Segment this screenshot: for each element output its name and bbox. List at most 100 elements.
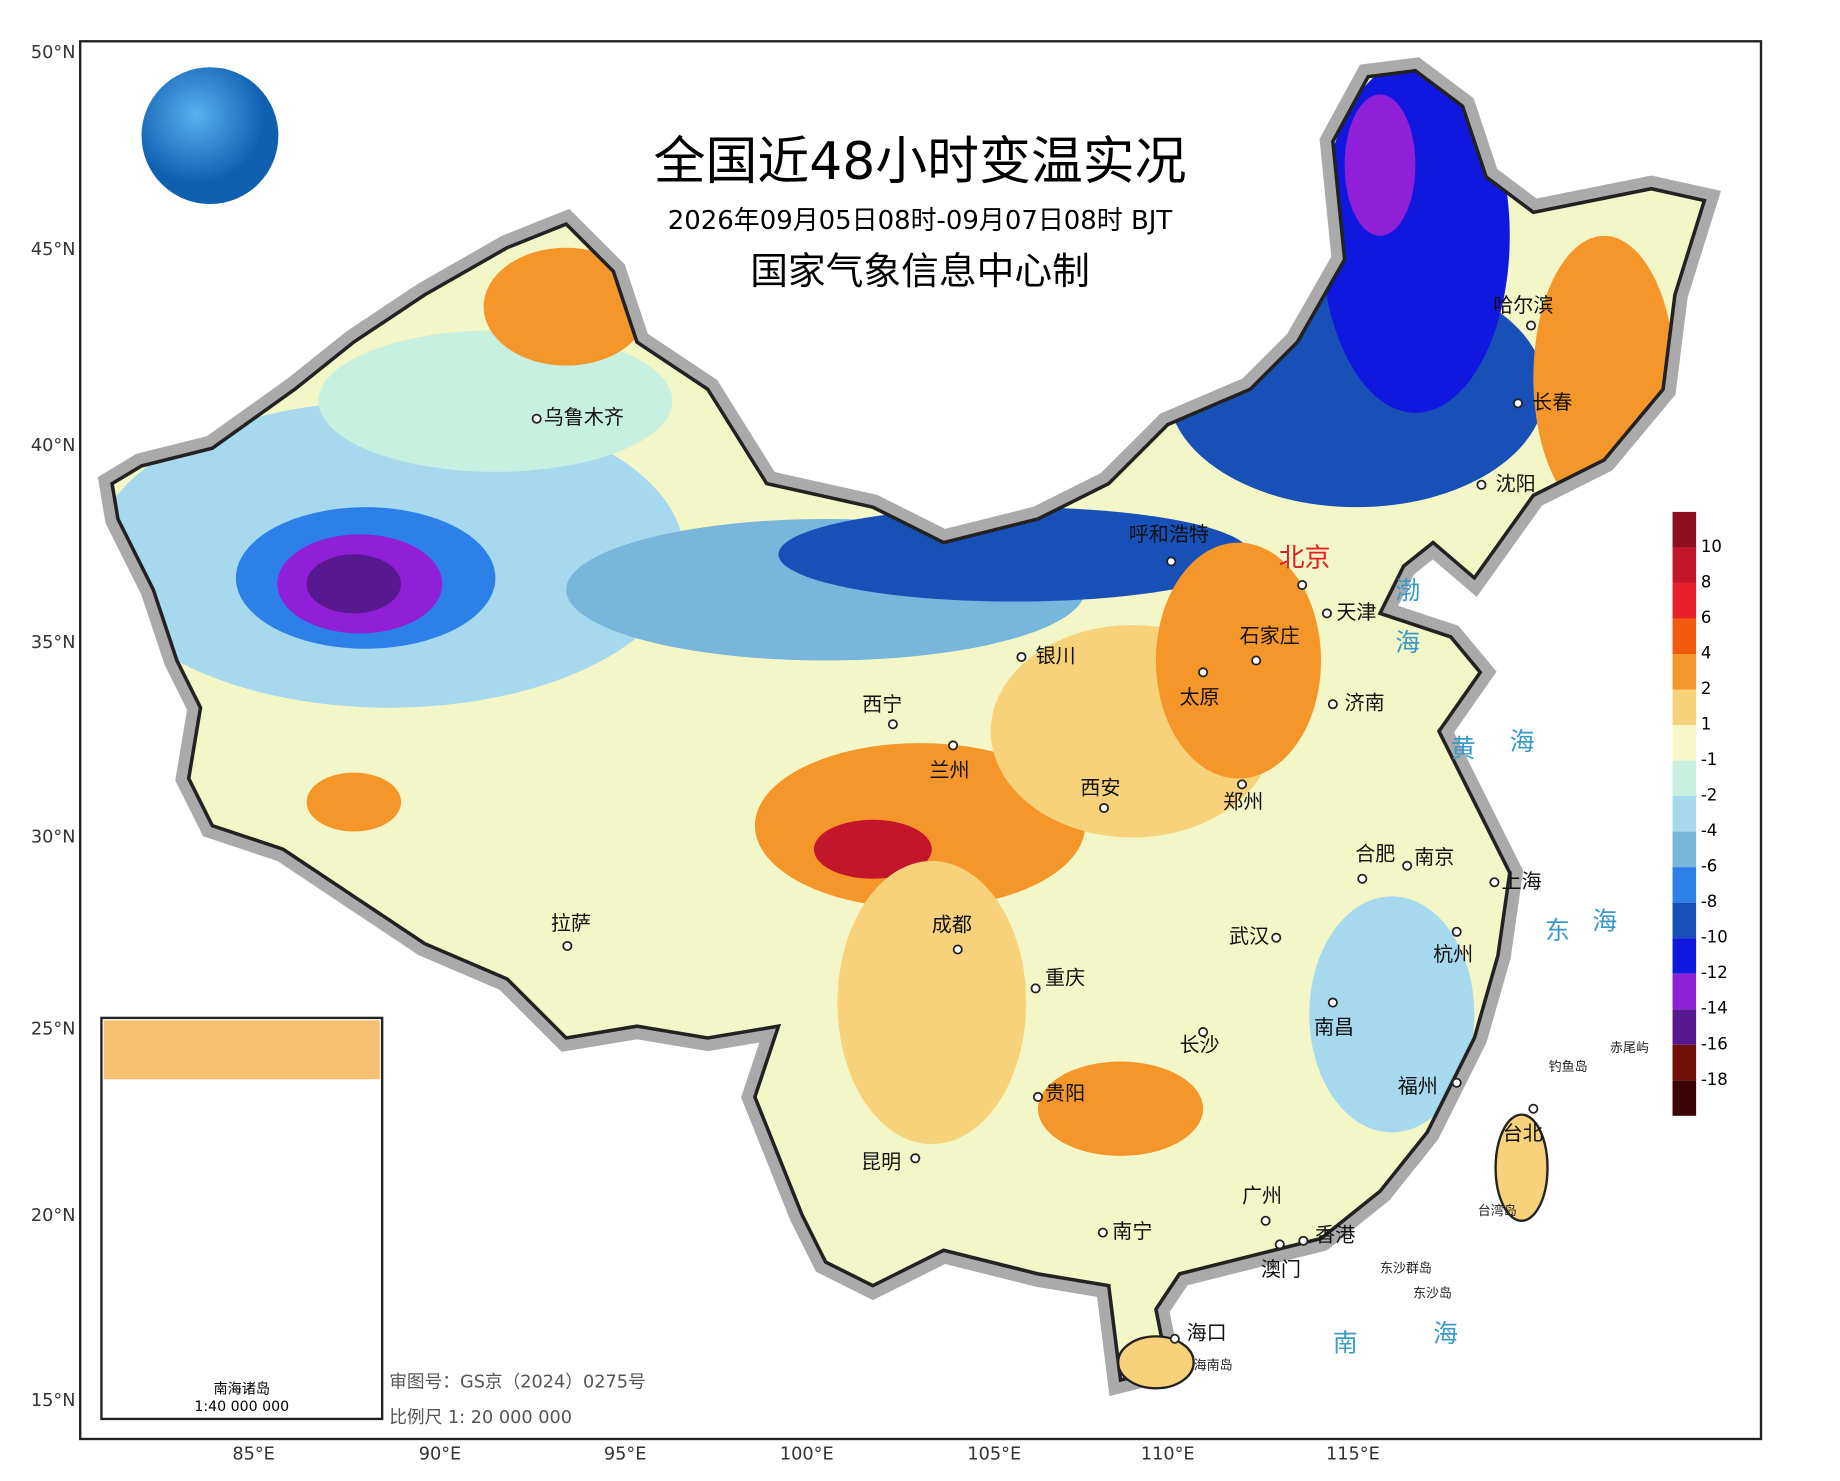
- city-dot: [1298, 1235, 1309, 1246]
- colorbar-swatch: [1672, 760, 1697, 797]
- city-label: 合肥: [1355, 842, 1395, 866]
- city-label: 济南: [1345, 691, 1385, 715]
- city-dot: [1030, 983, 1041, 994]
- city-label: 西安: [1080, 776, 1120, 800]
- city-dot: [1097, 1227, 1108, 1238]
- city-dot: [1166, 556, 1177, 567]
- city-label: 银川: [1036, 643, 1076, 667]
- colorbar-label: -12: [1701, 963, 1728, 982]
- city-label: 沈阳: [1496, 471, 1536, 495]
- city-label: 台北: [1503, 1121, 1543, 1145]
- city-dot: [952, 944, 963, 955]
- colorbar-label: 1: [1701, 715, 1712, 734]
- city-label: 天津: [1336, 600, 1376, 624]
- city-dot: [1271, 932, 1282, 943]
- lat-label: 15°N: [31, 1391, 76, 1411]
- colorbar-label: -4: [1701, 821, 1717, 840]
- city-label: 广州: [1242, 1184, 1282, 1208]
- sea-label: 渤: [1395, 576, 1420, 605]
- city-dot: [910, 1153, 921, 1164]
- lon-label: 100°E: [780, 1444, 834, 1464]
- city-dot: [531, 413, 542, 424]
- city-label: 福州: [1398, 1074, 1438, 1098]
- dynamic-layer: 50°N 45°N 40°N 35°N 30°N 25°N 20°N 15°N 85°E 90°E…: [31, 43, 1728, 1464]
- colorbar-swatch: [1672, 1080, 1697, 1116]
- lat-label: 45°N: [31, 240, 76, 260]
- colorbar-label: -14: [1701, 999, 1728, 1018]
- map-scale: 比例尺 1: 20 000 000: [389, 1407, 572, 1428]
- colorbar-label: -8: [1701, 892, 1717, 911]
- city-label: 北京: [1279, 544, 1331, 574]
- colorbar-label: -10: [1701, 928, 1728, 947]
- island-label: 台湾岛: [1478, 1203, 1517, 1219]
- title: 全国近48小时变温实况: [654, 132, 1187, 192]
- city-label: 太原: [1180, 685, 1220, 709]
- lon-label: 85°E: [232, 1444, 275, 1464]
- taiwan: [1494, 1113, 1549, 1222]
- review-number: 审图号：GS京（2024）0275号: [389, 1371, 645, 1392]
- city-dot: [887, 719, 898, 730]
- colorbar-swatch: [1672, 689, 1697, 726]
- lon-label: 95°E: [604, 1444, 647, 1464]
- city-dot: [1476, 479, 1487, 490]
- city-label: 杭州: [1433, 942, 1473, 966]
- city-dot: [1528, 1103, 1539, 1114]
- colorbar-label: -18: [1701, 1070, 1728, 1089]
- city-label: 昆明: [861, 1149, 901, 1173]
- city-label: 香港: [1315, 1223, 1355, 1247]
- sea-label: 黄: [1451, 734, 1476, 763]
- colorbar-swatch: [1672, 831, 1697, 868]
- city-label: 海口: [1187, 1321, 1227, 1345]
- city-dot: [1297, 580, 1308, 591]
- city-dot: [1357, 873, 1368, 884]
- island-label: 赤尾屿: [1610, 1041, 1649, 1056]
- city-dot: [1198, 1027, 1209, 1038]
- colorbar-label: -16: [1701, 1034, 1728, 1053]
- island-label: 海南岛: [1194, 1357, 1233, 1373]
- city-dot: [562, 940, 573, 951]
- city-dot: [1451, 1077, 1462, 1088]
- lon-label: 90°E: [419, 1444, 462, 1464]
- city-dot: [1402, 860, 1413, 871]
- colorbar-label: 8: [1701, 572, 1712, 591]
- island-label: 钓鱼岛: [1549, 1059, 1588, 1075]
- city-dot: [1260, 1215, 1271, 1226]
- colorbar-swatch: [1672, 867, 1697, 903]
- island-label: 东沙岛: [1413, 1285, 1452, 1301]
- city-dot: [1169, 1333, 1180, 1344]
- city-dot: [1451, 926, 1462, 937]
- sea-label: 南: [1333, 1329, 1358, 1358]
- city-label: 西宁: [862, 692, 902, 716]
- hainan: [1116, 1335, 1195, 1390]
- city-dot: [1321, 608, 1332, 619]
- lon-label: 110°E: [1141, 1444, 1195, 1464]
- city-dot: [948, 740, 959, 751]
- city-label: 南宁: [1112, 1219, 1152, 1243]
- city-dot: [1327, 699, 1338, 710]
- sea-label: 海: [1433, 1319, 1458, 1348]
- inset-land: [103, 1020, 380, 1080]
- lat-label: 30°N: [31, 827, 76, 847]
- city-label: 澳门: [1261, 1257, 1301, 1281]
- city-label: 南昌: [1314, 1015, 1354, 1039]
- lon-label: 115°E: [1326, 1444, 1380, 1464]
- city-label: 长沙: [1180, 1033, 1220, 1057]
- colorbar-label: 4: [1701, 643, 1712, 662]
- city-label: 郑州: [1223, 790, 1263, 814]
- city-dot: [1198, 667, 1209, 678]
- lon-label: 105°E: [967, 1444, 1021, 1464]
- colorbar-label: -1: [1701, 750, 1717, 769]
- city-dot: [1237, 779, 1248, 790]
- colorbar-label: 2: [1701, 679, 1712, 698]
- colorbar-label: -2: [1701, 786, 1717, 805]
- city-label: 乌鲁木齐: [544, 405, 624, 429]
- sea-label: 海: [1510, 727, 1535, 756]
- city-label: 呼和浩特: [1129, 522, 1209, 546]
- city-label: 武汉: [1229, 924, 1269, 948]
- city-label: 石家庄: [1240, 623, 1300, 647]
- inset-frame: [100, 1016, 384, 1421]
- logo: [141, 67, 279, 205]
- lat-label: 25°N: [31, 1020, 76, 1040]
